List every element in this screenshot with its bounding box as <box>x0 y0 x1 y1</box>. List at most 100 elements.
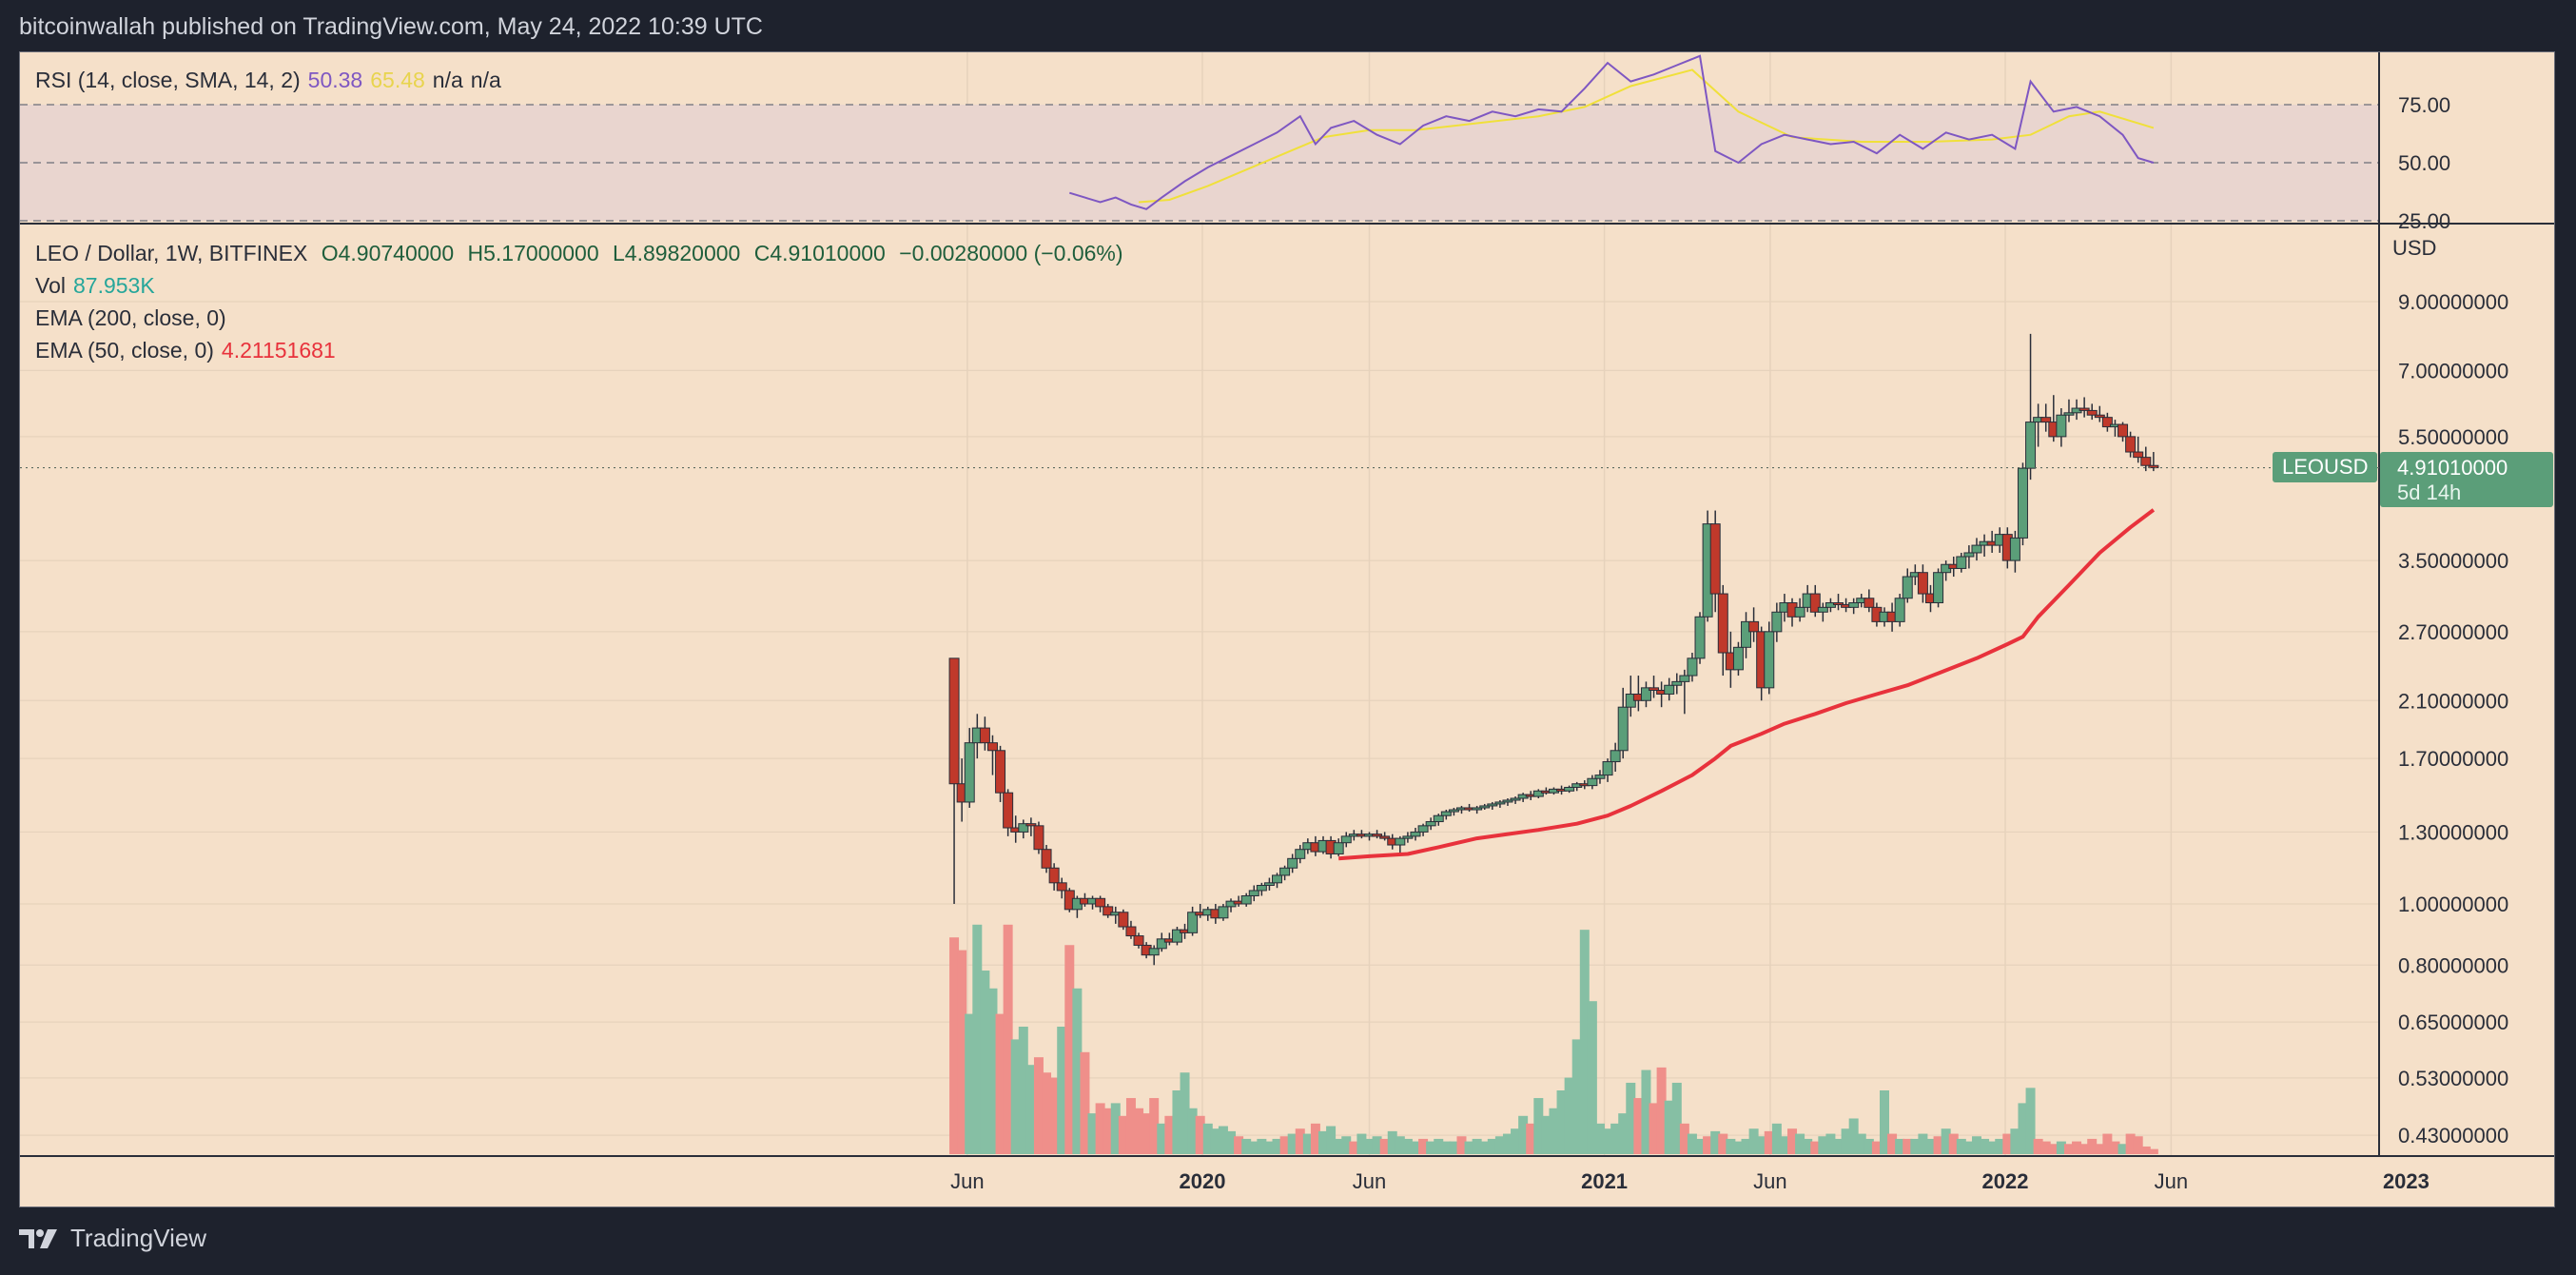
candle-body <box>1187 912 1199 933</box>
candle-body <box>1864 598 1875 608</box>
rsi-lines <box>1069 54 2155 210</box>
volume-bar <box>1564 1077 1574 1154</box>
candle-body <box>1372 834 1383 837</box>
rsi-sma-line <box>1138 69 2155 204</box>
candle-body <box>2086 409 2098 416</box>
volume-bar <box>1910 1138 1921 1154</box>
candle-body <box>2117 423 2129 438</box>
volume-bar <box>1418 1138 1429 1154</box>
volume-bar <box>1764 1130 1774 1154</box>
candle-body <box>1156 938 1167 950</box>
volume-bar <box>2040 1141 2051 1154</box>
candle-body <box>1041 849 1052 869</box>
candle-body <box>1417 825 1429 833</box>
volume-bar <box>1603 1128 1613 1154</box>
volume-bar <box>2140 1146 2151 1154</box>
candle-body <box>1133 935 1144 946</box>
volume-bar <box>1494 1136 1505 1154</box>
volume-bar <box>2079 1144 2090 1154</box>
time-tick-label: 2022 <box>1982 1169 2029 1193</box>
candle-body <box>1640 687 1651 701</box>
volume-bar <box>1118 1115 1128 1154</box>
volume-legend-value: 87.953K <box>72 273 155 298</box>
volume-bar <box>2087 1138 2098 1154</box>
candle-body <box>1956 556 1967 569</box>
chart-area[interactable]: 9.00000000 7.00000000 5.50000000 3.50000000… <box>19 51 2555 1207</box>
volume-bar <box>1157 1123 1167 1154</box>
ema50-legend[interactable]: EMA (50, close, 0) 4.21151681 <box>35 338 343 363</box>
volume-bar <box>1042 1072 1052 1154</box>
candle-body <box>1056 882 1067 892</box>
volume-bar <box>1963 1141 1974 1154</box>
volume-bar <box>1579 930 1590 1154</box>
candle-body <box>1487 803 1498 807</box>
candle-body <box>1741 620 1752 648</box>
rsi-sma-legend-value: 65.48 <box>370 68 425 92</box>
volume-bar <box>1533 1098 1544 1154</box>
candle-body <box>995 750 1006 794</box>
volume-bar <box>1594 1123 1605 1154</box>
volume-bar <box>1956 1138 1966 1154</box>
candle-body <box>1479 805 1491 809</box>
price-tick-label: 0.65000000 <box>2398 1010 2508 1034</box>
price-tick-label: 2.70000000 <box>2398 620 2508 644</box>
ema200-legend[interactable]: EMA (200, close, 0) <box>35 305 234 331</box>
price-tick-label: 2.10000000 <box>2398 689 2508 713</box>
volume-bar <box>1080 1051 1090 1154</box>
candle-body <box>1433 814 1444 823</box>
tradingview-branding[interactable]: TradingView <box>19 1224 206 1253</box>
volume-bar <box>1180 1072 1190 1154</box>
candle-body <box>2094 414 2105 419</box>
candle-body <box>1933 572 1944 604</box>
candle-body <box>2133 451 2144 459</box>
candle-body <box>1125 926 1137 937</box>
volume-bar <box>1664 1100 1674 1154</box>
candle-body <box>1171 929 1182 943</box>
volume-bar <box>2002 1133 2013 1154</box>
price-tick-label: 0.53000000 <box>2398 1067 2508 1090</box>
candle-body <box>1687 657 1698 677</box>
volume-bar <box>1226 1130 1237 1154</box>
volume-bar <box>1410 1141 1420 1154</box>
volume-bar <box>1479 1141 1490 1154</box>
volume-bar <box>1748 1128 1759 1154</box>
volume-legend[interactable]: Vol 87.953K <box>35 273 163 299</box>
candle-body <box>2017 467 2028 539</box>
volume-bar <box>1402 1138 1413 1154</box>
candle-body <box>2140 457 2152 466</box>
volume-bar <box>1787 1128 1798 1154</box>
volume-bar <box>1871 1141 1882 1154</box>
time-tick-label: Jun <box>1753 1169 1786 1193</box>
chart-canvas[interactable]: 9.00000000 7.00000000 5.50000000 3.50000000… <box>20 52 2555 1207</box>
tradingview-brand-text: TradingView <box>70 1224 207 1252</box>
volume-bar <box>1879 1090 1889 1154</box>
volume-bar <box>1279 1136 1290 1154</box>
candle-body <box>1671 680 1683 686</box>
price-tick-label: 1.00000000 <box>2398 892 2508 916</box>
candle-body <box>1025 823 1037 827</box>
volume-bar <box>1671 1082 1682 1154</box>
volume-bar <box>980 971 990 1154</box>
volume-bar <box>1941 1128 1951 1154</box>
rsi-tick-label: 50.00 <box>2398 151 2450 175</box>
candle-body <box>1410 831 1421 837</box>
volume-bar <box>1887 1133 1898 1154</box>
volume-bar <box>1995 1138 2005 1154</box>
volume-bar <box>1918 1133 1928 1154</box>
volume-bar <box>1210 1128 1220 1154</box>
candle-body <box>1118 912 1129 928</box>
last-price-value: 4.91010000 <box>2397 456 2508 480</box>
main-legend[interactable]: LEO / Dollar, 1W, BITFINEX O4.90740000 H… <box>35 241 1131 266</box>
volume-bar <box>1434 1138 1444 1154</box>
volume-bar <box>1487 1138 1497 1154</box>
rsi-legend[interactable]: RSI (14, close, SMA, 14, 2) 50.38 65.48 n/a… <box>35 68 509 93</box>
volume-bar <box>1679 1123 1689 1154</box>
candle-body <box>1494 801 1506 805</box>
candle-body <box>1732 646 1744 671</box>
volume-bar <box>2110 1141 2120 1154</box>
volume-bar <box>1064 945 1075 1154</box>
volume-bar <box>1172 1090 1182 1154</box>
volume-bar <box>1449 1141 1459 1154</box>
volume-bar <box>1187 1108 1198 1154</box>
volume-bar <box>1818 1136 1828 1154</box>
